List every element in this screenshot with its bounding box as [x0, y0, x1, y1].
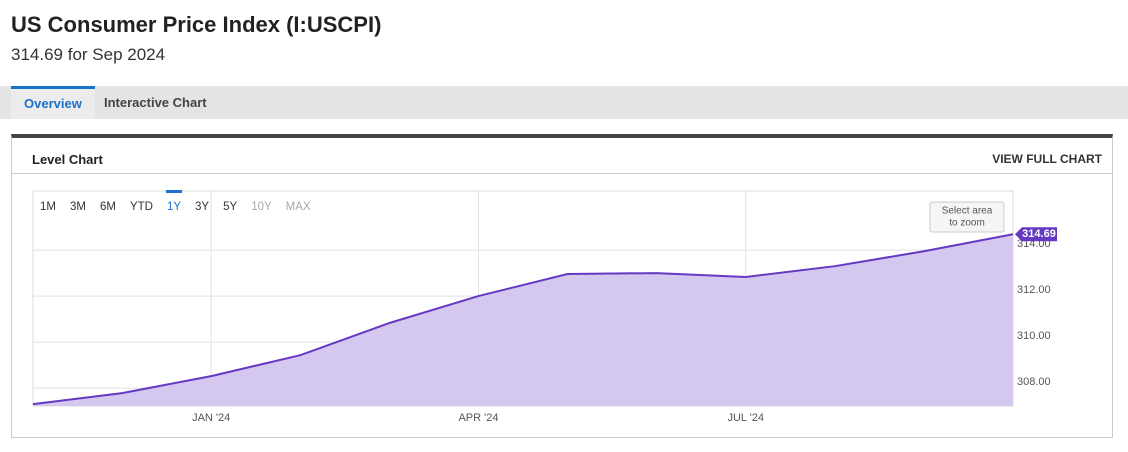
- view-full-chart[interactable]: VIEW FULL CHART: [992, 152, 1102, 166]
- zoom-hint-text: to zoom: [949, 218, 985, 229]
- panel: Level Chart VIEW FULL CHART: [11, 134, 1113, 438]
- page-title: US Consumer Price Index (I:USCPI): [11, 12, 382, 37]
- value-flag: [1015, 227, 1057, 242]
- tab-bar: Overview Interactive Chart: [0, 86, 1128, 119]
- x-tick-label: JUL '24: [727, 412, 764, 424]
- y-tick-label: 312.00: [1017, 284, 1051, 296]
- subtitle: 314.69 for Sep 2024: [11, 45, 166, 64]
- value-label: 314.69: [1022, 228, 1056, 240]
- range-button: MAX: [286, 201, 311, 213]
- zoom-hint: [929, 201, 1005, 233]
- y-tick-label: 308.00: [1017, 376, 1051, 388]
- range-active-bar: [165, 190, 183, 193]
- range-button[interactable]: 1Y: [167, 201, 181, 213]
- range-button[interactable]: 1M: [40, 201, 56, 213]
- area: [33, 234, 1013, 406]
- range-button[interactable]: 5Y: [223, 201, 237, 213]
- panel-title: Level Chart: [32, 152, 103, 167]
- y-tick-label: 310.00: [1017, 330, 1051, 342]
- range-button[interactable]: 6M: [100, 201, 116, 213]
- range-button: 10Y: [251, 201, 272, 213]
- x-tick-label: APR '24: [458, 412, 498, 424]
- range-button[interactable]: 3M: [70, 201, 86, 213]
- zoom-hint-text: Select area: [942, 206, 993, 217]
- line: [32, 233, 1014, 406]
- x-tick-label: JAN '24: [192, 412, 230, 424]
- divider: [12, 173, 1112, 174]
- range-button[interactable]: YTD: [130, 201, 153, 213]
- range-button[interactable]: 3Y: [195, 201, 209, 213]
- tab[interactable]: Interactive Chart: [104, 95, 207, 110]
- tab[interactable]: Overview: [11, 86, 95, 119]
